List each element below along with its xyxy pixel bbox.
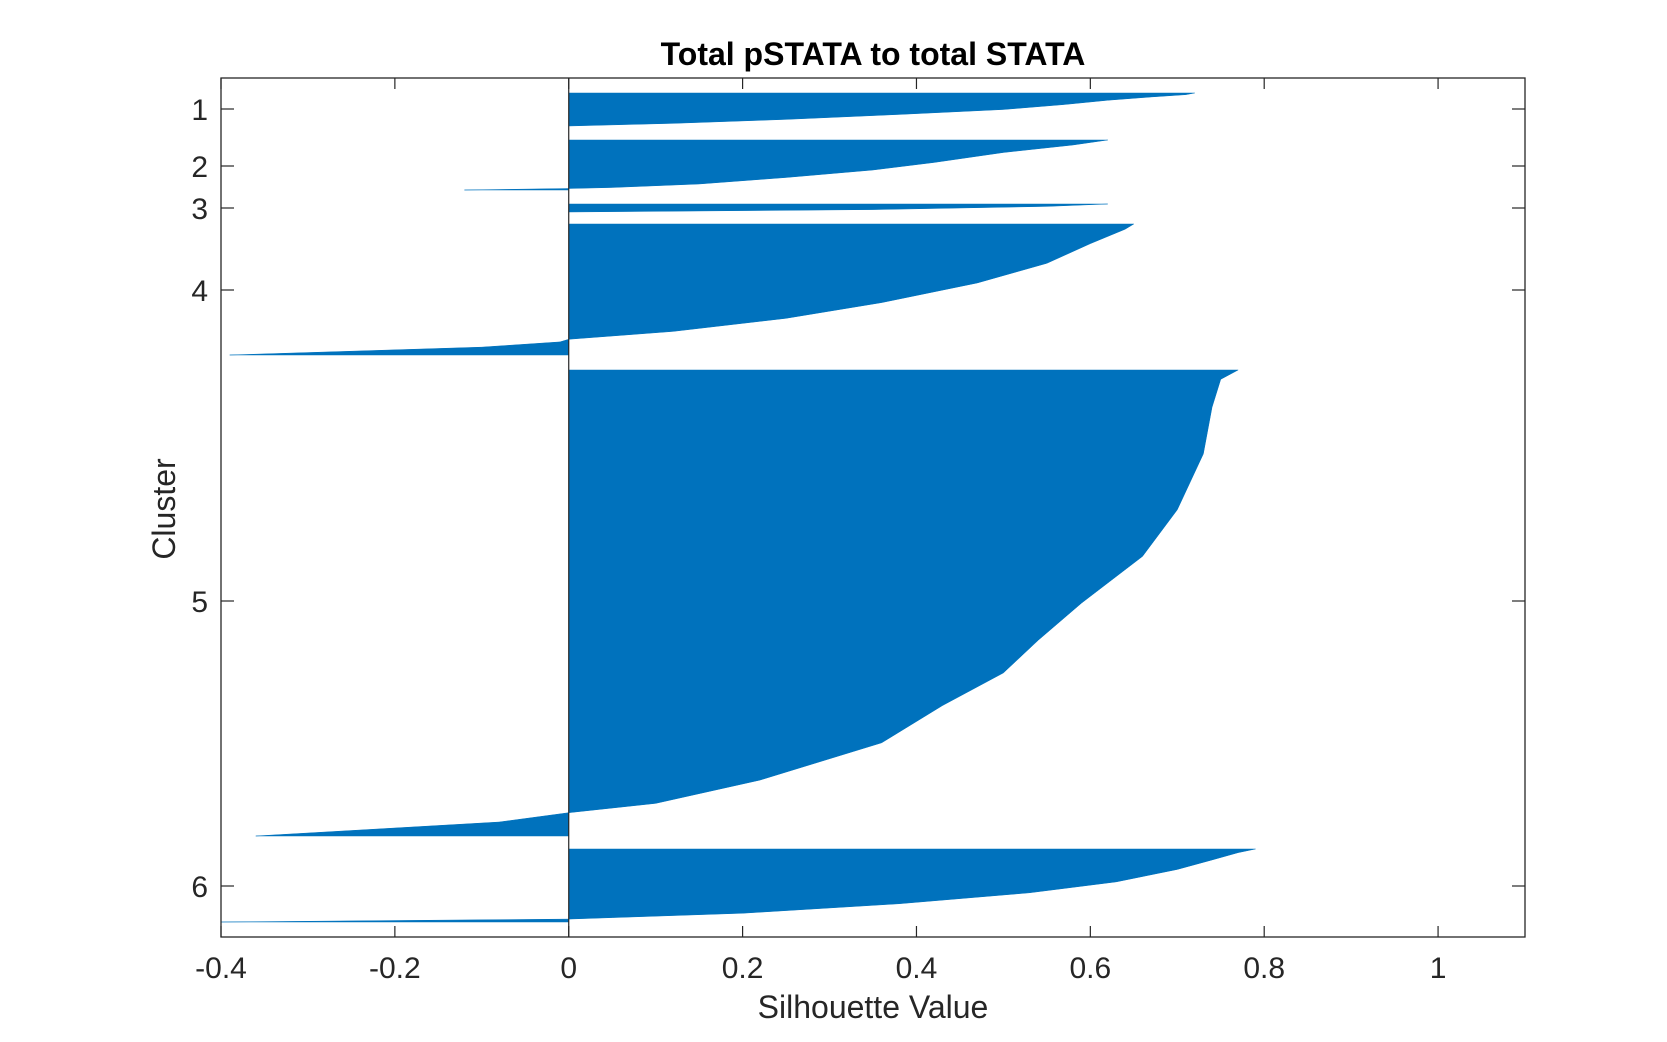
x-tick-label: 0.4 <box>896 952 938 985</box>
chart-title: Total pSTATA to total STATA <box>661 36 1086 72</box>
x-tick-label: 0.6 <box>1069 952 1111 985</box>
x-axis-label: Silhouette Value <box>758 989 989 1025</box>
x-tick-label: 0.2 <box>722 952 764 985</box>
x-tick-label: -0.4 <box>195 952 247 985</box>
x-tick-label: 0.8 <box>1243 952 1285 985</box>
x-tick-label: -0.2 <box>369 952 421 985</box>
cluster-3-bar <box>568 203 1108 213</box>
y-tick-label: 1 <box>191 94 208 127</box>
y-tick-label: 3 <box>191 193 208 226</box>
cluster-4-bar <box>229 223 1135 356</box>
y-tick-label: 4 <box>191 275 208 308</box>
x-tick-label: 0 <box>560 952 577 985</box>
plot-area <box>220 77 1526 938</box>
cluster-6-bar <box>220 848 1256 923</box>
axes-box <box>220 77 1526 938</box>
y-axis-label: Cluster <box>146 458 182 560</box>
cluster-1-bar <box>568 92 1195 127</box>
y-axis: 1 2 3 4 5 6 <box>191 94 1525 904</box>
cluster-2-bar <box>464 139 1108 191</box>
y-tick-label: 6 <box>191 871 208 904</box>
x-tick-label: 1 <box>1430 952 1447 985</box>
y-tick-label: 5 <box>191 586 208 619</box>
y-tick-label: 2 <box>191 151 208 184</box>
silhouette-bars <box>220 92 1256 923</box>
x-axis: -0.4 -0.2 0 0.2 0.4 0.6 0.8 1 <box>195 78 1446 985</box>
cluster-5-bar <box>255 369 1239 837</box>
